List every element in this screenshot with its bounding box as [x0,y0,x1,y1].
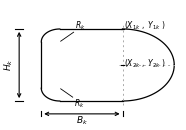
Text: $(X_{2k}\ ,\ Y_{2k}\ )$: $(X_{2k}\ ,\ Y_{2k}\ )$ [124,57,166,70]
Text: $H_{k}$: $H_{k}$ [3,59,15,71]
Text: $R_{k}$: $R_{k}$ [75,20,85,32]
Text: $R_{k}$: $R_{k}$ [74,97,84,110]
Text: $(X_{1k}\ ,\ Y_{1k}\ )$: $(X_{1k}\ ,\ Y_{1k}\ )$ [124,20,166,32]
Text: $B_{k}$: $B_{k}$ [76,115,88,127]
